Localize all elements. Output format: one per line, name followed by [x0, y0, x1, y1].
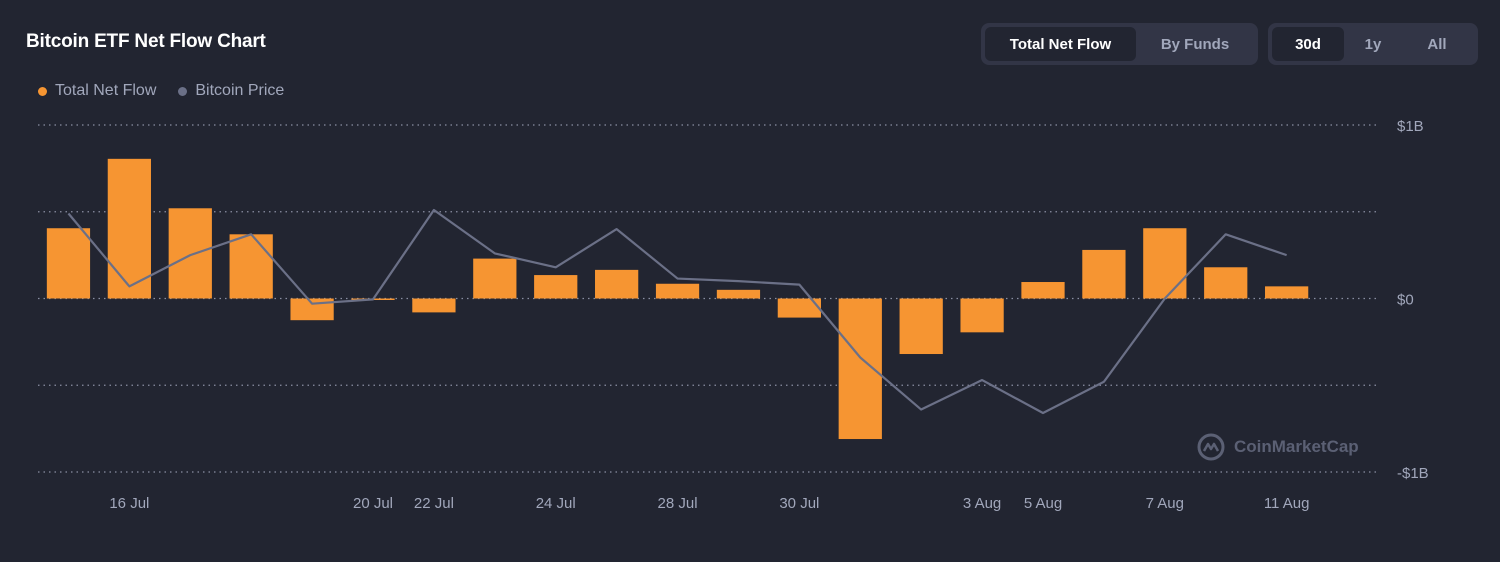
legend-label: Total Net Flow — [55, 82, 157, 99]
x-tick-label: 28 Jul — [658, 495, 698, 512]
legend-dot-icon — [38, 86, 47, 96]
x-tick-label: 11 Aug — [1264, 495, 1310, 512]
legend: Total Net Flow Bitcoin Price — [38, 82, 306, 100]
x-tick-label: 30 Jul — [779, 495, 819, 512]
watermark: CoinMarketCap — [1196, 432, 1359, 462]
net-flow-bar — [899, 298, 943, 355]
net-flow-bar — [838, 298, 882, 440]
x-tick-label: 22 Jul — [414, 495, 454, 512]
tab-total-net-flow[interactable]: Total Net Flow — [985, 27, 1136, 61]
range-all[interactable]: All — [1427, 35, 1447, 53]
x-tick-label: 7 Aug — [1146, 495, 1184, 512]
net-flow-bar — [595, 269, 639, 299]
y-tick-label: $1B — [1397, 118, 1424, 135]
x-tick-label: 5 Aug — [1024, 495, 1062, 512]
bitcoin-price-line — [67, 208, 1287, 415]
net-flow-bar — [1143, 228, 1187, 299]
net-flow-bar — [229, 234, 273, 299]
legend-label: Bitcoin Price — [195, 82, 285, 99]
view-toggle: Total Net Flow By Funds — [981, 23, 1258, 65]
x-tick-label: 24 Jul — [536, 495, 576, 512]
coinmarketcap-logo-icon — [1197, 433, 1225, 461]
net-flow-bar — [46, 228, 91, 299]
net-flow-bar — [1204, 267, 1248, 299]
net-flow-bar — [716, 289, 761, 299]
legend-item-net-flow[interactable]: Total Net Flow — [38, 82, 156, 100]
range-toggle: 30d 1y All — [1268, 23, 1478, 65]
legend-item-bitcoin-price[interactable]: Bitcoin Price — [178, 82, 284, 100]
net-flow-bar — [534, 275, 578, 299]
range-1y[interactable]: 1y — [1364, 35, 1382, 53]
y-tick-label: -$1B — [1397, 465, 1429, 482]
legend-dot-icon — [178, 86, 188, 96]
net-flow-bar — [1265, 286, 1309, 299]
x-tick-label: 20 Jul — [353, 495, 393, 512]
net-flow-bar — [1082, 249, 1126, 299]
tab-by-funds[interactable]: By Funds — [1160, 35, 1230, 53]
net-flow-bar — [1021, 282, 1065, 299]
net-flow-bar — [107, 158, 151, 299]
watermark-text: CoinMarketCap — [1234, 437, 1359, 456]
x-tick-label: 16 Jul — [109, 495, 149, 512]
net-flow-bar — [412, 298, 456, 313]
net-flow-bar — [777, 298, 821, 318]
net-flow-bar — [168, 208, 212, 299]
chart-title: Bitcoin ETF Net Flow Chart — [26, 31, 266, 52]
net-flow-bar — [960, 298, 1004, 333]
range-30d[interactable]: 30d — [1272, 27, 1344, 61]
net-flow-bar — [655, 283, 700, 299]
net-flow-bar — [473, 258, 517, 299]
y-tick-label: $0 — [1397, 292, 1414, 309]
x-tick-label: 3 Aug — [963, 495, 1001, 512]
